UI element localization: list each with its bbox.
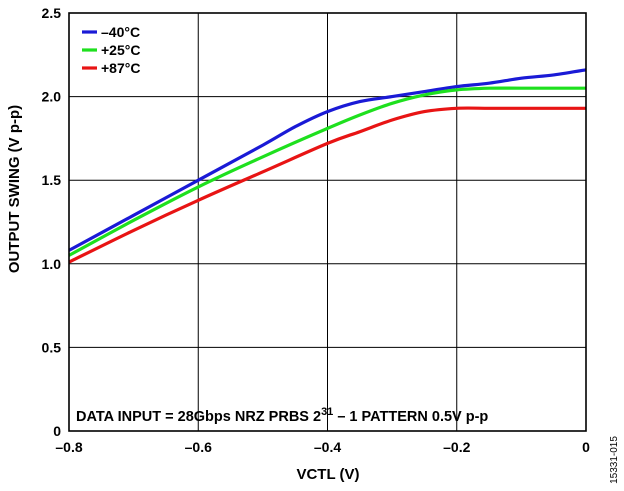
annotation-text-after: – 1 PATTERN 0.5V p-p — [333, 409, 488, 425]
y-axis-label: OUTPUT SWING (V p-p) — [6, 105, 23, 273]
legend-label: +87°C — [101, 60, 140, 76]
y-tick-label: 2.5 — [42, 5, 62, 21]
x-tick-label: –0.6 — [185, 439, 212, 455]
figure-id: 15331-015 — [609, 436, 620, 484]
y-tick-label: 0 — [53, 423, 61, 439]
x-axis-label: VCTL (V) — [296, 466, 359, 483]
annotation-text: DATA INPUT = 28Gbps NRZ PRBS 2 — [76, 409, 321, 425]
series-line-0 — [68, 68, 587, 252]
y-tick-label: 1.0 — [42, 256, 62, 272]
legend: –40°C +25°C +87°C — [82, 24, 140, 76]
x-tick-label: –0.4 — [314, 439, 341, 455]
y-tick-label: 1.5 — [42, 172, 62, 188]
grid — [69, 13, 586, 431]
series-layer — [68, 68, 587, 264]
y-tick-label: 0.5 — [42, 339, 62, 355]
data-input-annotation: DATA INPUT = 28Gbps NRZ PRBS 231 – 1 PAT… — [76, 406, 488, 425]
series-line-1 — [68, 86, 586, 257]
plot-frame — [68, 12, 587, 432]
legend-label: –40°C — [101, 24, 140, 40]
legend-label: +25°C — [101, 42, 140, 58]
annotation-superscript: 31 — [321, 406, 333, 418]
series-line-2 — [68, 106, 586, 264]
y-tick-labels: 0 0.5 1.0 1.5 2.0 2.5 — [42, 5, 62, 439]
x-tick-label: –0.8 — [55, 439, 82, 455]
x-tick-labels: –0.8 –0.6 –0.4 –0.2 0 — [55, 439, 590, 455]
x-tick-label: –0.2 — [443, 439, 470, 455]
x-tick-label: 0 — [582, 439, 590, 455]
y-tick-label: 2.0 — [42, 89, 62, 105]
